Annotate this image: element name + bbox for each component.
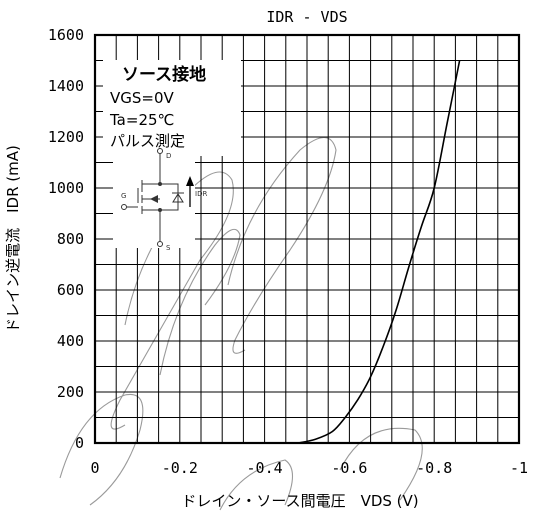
gate-label: G bbox=[121, 192, 126, 200]
x-tick-labels: 0 -0.2 -0.4 -0.6 -0.8 -1 bbox=[90, 459, 528, 477]
annotation-line-4: パルス測定 bbox=[110, 132, 185, 150]
current-arrow-head bbox=[186, 176, 194, 186]
drain-terminal bbox=[157, 148, 163, 154]
mosfet-symbol bbox=[127, 154, 184, 241]
y-tick-label: 400 bbox=[57, 332, 84, 350]
x-axis-label: ドレイン・ソース間電圧 VDS (V) bbox=[181, 492, 418, 510]
y-tick-label: 1400 bbox=[48, 77, 84, 95]
x-tick-label: -0.8 bbox=[416, 459, 452, 477]
series-line bbox=[298, 60, 461, 444]
gate-terminal bbox=[121, 204, 127, 210]
y-tick-label: 200 bbox=[57, 383, 84, 401]
circuit-diagram: D G S IDR bbox=[113, 148, 207, 252]
source-label: S bbox=[166, 244, 171, 252]
annotation-line-2: VGS=0V bbox=[110, 89, 175, 107]
x-tick-label: -0.2 bbox=[162, 459, 198, 477]
y-tick-label: 0 bbox=[75, 434, 84, 452]
junction-dot bbox=[158, 182, 162, 186]
y-tick-labels: 0 200 400 600 800 1000 1200 1400 1600 bbox=[48, 26, 84, 452]
watermark bbox=[59, 136, 423, 511]
body-diode bbox=[172, 193, 184, 203]
y-axis-label: ドレイン逆電流 IDR (mA) bbox=[4, 145, 22, 333]
x-tick-label: -0.6 bbox=[331, 459, 367, 477]
current-label: IDR bbox=[195, 190, 207, 198]
annotation-background bbox=[103, 60, 241, 156]
y-tick-label: 1600 bbox=[48, 26, 84, 44]
annotation-line-3: Ta=25℃ bbox=[109, 111, 174, 129]
x-tick-label: 0 bbox=[90, 459, 99, 477]
drain-label: D bbox=[166, 152, 171, 160]
y-tick-label: 1000 bbox=[48, 179, 84, 197]
y-tick-label: 600 bbox=[57, 281, 84, 299]
gate-arrow bbox=[150, 195, 158, 203]
annotation-line-1: ソース接地 bbox=[122, 64, 206, 85]
plot-frame bbox=[93, 33, 521, 445]
y-tick-label: 1200 bbox=[48, 128, 84, 146]
x-tick-label: -0.4 bbox=[247, 459, 283, 477]
y-tick-label: 800 bbox=[57, 230, 84, 248]
junction-dot bbox=[158, 208, 162, 212]
chart-title: IDR - VDS bbox=[266, 8, 347, 26]
source-terminal bbox=[157, 241, 163, 247]
x-tick-label: -1 bbox=[510, 459, 528, 477]
